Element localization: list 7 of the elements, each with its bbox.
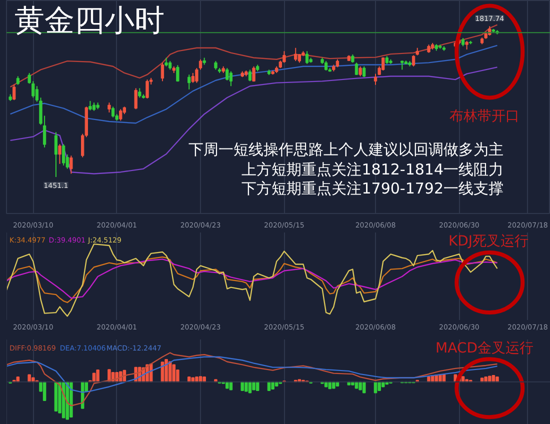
annotation: 下周一短线操作思路上个人建议以回调做多为主 <box>188 140 504 158</box>
annotation: 布林带开口 <box>450 108 520 124</box>
annotation: MACD金叉运行 <box>436 340 534 356</box>
annotation: 上方短期重点关注1812-1814一线阻力 <box>242 160 504 178</box>
chart-title: 黄金四小时 <box>14 4 164 38</box>
text: 下方短期重点关注1790-1792一线支撑 <box>242 180 504 198</box>
annotation: KDJ死叉运行 <box>448 234 529 250</box>
